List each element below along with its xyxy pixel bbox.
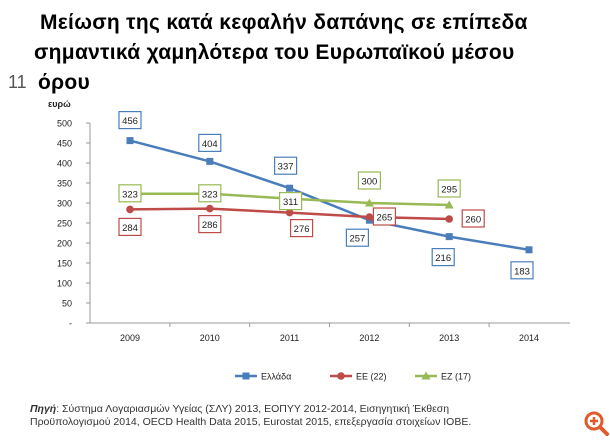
- data-point: [445, 233, 453, 241]
- data-point: [285, 208, 294, 217]
- data-label: 323: [202, 189, 218, 200]
- data-label: 323: [122, 189, 138, 200]
- data-label: 265: [376, 213, 392, 224]
- x-tick-label: 2014: [519, 333, 539, 343]
- line-chart: ευρώ - 50 100 150 200 250 300 350 400 450 500 2009 20…: [48, 99, 570, 382]
- legend-label: ΕΖ (17): [441, 372, 471, 382]
- title-line: σημαντικά χαμηλότερα του Ευρωπαϊκού μέσο…: [34, 41, 515, 64]
- x-tick-label: 2013: [439, 333, 459, 343]
- y-tick-label: 450: [57, 139, 72, 149]
- data-label-box: [279, 192, 303, 211]
- data-label-box: [461, 209, 485, 228]
- legend-label: ΕΕ (22): [356, 372, 387, 382]
- y-tick-label: 500: [57, 119, 72, 129]
- data-label-box: [345, 228, 369, 247]
- data-label-box: [198, 184, 222, 203]
- data-point: [337, 372, 345, 380]
- x-tick-label: 2010: [200, 333, 220, 343]
- data-point: [206, 157, 214, 165]
- data-point: [445, 215, 454, 223]
- source-text: : Σύστημα Λογαριασμών Υγείας (ΣΛΥ) 2013,…: [56, 403, 450, 415]
- data-point: [126, 137, 134, 145]
- data-label-box: [118, 184, 142, 203]
- y-tick-label: 100: [57, 279, 72, 289]
- data-point: [444, 200, 454, 209]
- y-tick-label: 300: [57, 199, 72, 209]
- data-label-box: [118, 110, 142, 130]
- data-point: [421, 371, 431, 380]
- zoom-in-icon[interactable]: [583, 410, 609, 441]
- y-tick-label: 250: [57, 219, 72, 229]
- source-label: Πηγή: [30, 403, 57, 415]
- source-text-2: Προϋπολογισμού 2014, OECD Health Data 20…: [30, 416, 472, 428]
- data-label-box: [290, 219, 314, 238]
- data-label: 183: [514, 266, 530, 277]
- data-label-box: [198, 215, 222, 234]
- data-label: 257: [349, 234, 365, 245]
- data-point: [364, 198, 374, 207]
- series-line: [129, 139, 530, 252]
- legend-label: Ελλάδα: [261, 372, 291, 382]
- data-label: 216: [435, 253, 451, 264]
- y-tick-label: 400: [57, 159, 72, 169]
- title-line: Μείωση της κατά κεφαλήν δαπάνης σε επίπε…: [40, 11, 528, 34]
- data-point: [525, 246, 533, 254]
- data-point: [242, 372, 250, 380]
- data-label: 295: [441, 185, 457, 196]
- data-label: 300: [361, 177, 377, 188]
- source-note: Πηγή: Σύστημα Λογαριασμών Υγείας (ΣΛΥ) 2…: [30, 403, 471, 429]
- y-tick-label: 350: [57, 179, 72, 189]
- data-label-box: [437, 179, 461, 198]
- data-point: [286, 184, 294, 192]
- data-label: 456: [122, 116, 138, 127]
- data-label-box: [274, 156, 298, 175]
- y-tick-label: 200: [57, 239, 72, 249]
- data-label: 311: [283, 197, 298, 208]
- x-tick-label: 2012: [359, 333, 379, 343]
- data-point: [365, 213, 374, 221]
- data-label: 284: [122, 223, 138, 234]
- data-label: 337: [278, 162, 294, 173]
- y-tick-label: -: [69, 319, 72, 329]
- title-line: όρου: [38, 71, 91, 94]
- data-point: [126, 205, 134, 214]
- data-label-box: [357, 171, 381, 190]
- data-label: 260: [465, 215, 481, 226]
- data-label-box: [198, 133, 222, 152]
- y-tick-label: 150: [57, 259, 72, 269]
- x-tick-label: 2011: [280, 333, 299, 343]
- y-tick-label: 50: [62, 299, 72, 309]
- data-label: 286: [202, 220, 218, 231]
- data-label: 404: [202, 139, 218, 150]
- data-label-box: [431, 248, 455, 267]
- data-label: 276: [294, 224, 310, 235]
- slide-number: 11: [8, 72, 27, 92]
- data-point: [206, 204, 214, 213]
- data-label-box: [510, 261, 534, 280]
- data-label-box: [372, 207, 396, 226]
- x-tick-label: 2009: [120, 333, 140, 343]
- y-axis-label: ευρώ: [48, 99, 71, 109]
- data-label-box: [118, 217, 142, 236]
